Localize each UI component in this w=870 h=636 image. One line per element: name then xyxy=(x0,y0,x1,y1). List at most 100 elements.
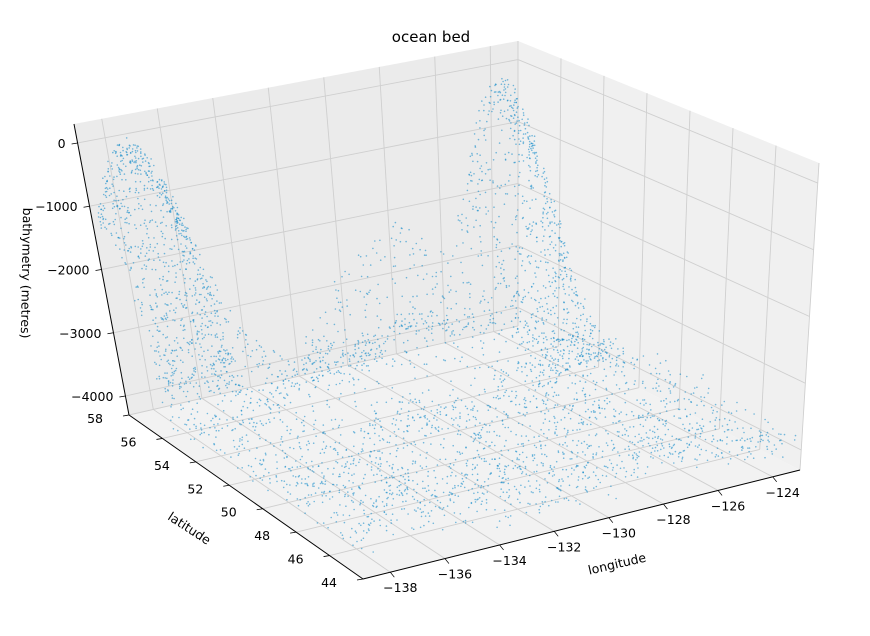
scatter-point xyxy=(475,434,477,436)
scatter-point xyxy=(390,519,392,521)
scatter-point xyxy=(306,482,308,485)
scatter-point xyxy=(460,261,462,264)
scatter-point xyxy=(513,91,516,94)
scatter-point xyxy=(562,352,565,355)
scatter-point xyxy=(362,264,365,266)
scatter-point xyxy=(611,357,614,360)
scatter-point xyxy=(615,364,617,367)
scatter-point xyxy=(125,217,128,219)
scatter-point xyxy=(618,388,621,390)
scatter-point xyxy=(361,341,364,344)
scatter-point xyxy=(107,160,109,163)
scatter-point xyxy=(515,98,518,100)
scatter-point xyxy=(225,352,227,355)
scatter-point xyxy=(511,106,513,109)
scatter-point xyxy=(555,394,558,397)
scatter-point xyxy=(304,482,307,485)
scatter-point xyxy=(148,258,150,260)
scatter-point xyxy=(371,518,373,520)
scatter-point xyxy=(450,289,452,291)
scatter-point xyxy=(524,127,527,130)
scatter-point xyxy=(574,322,576,325)
scatter-point xyxy=(520,443,523,445)
scatter-point xyxy=(539,260,542,263)
scatter-point xyxy=(210,294,213,297)
scatter-point xyxy=(194,289,197,291)
scatter-point xyxy=(129,190,131,193)
scatter-point xyxy=(766,448,769,451)
scatter-point xyxy=(543,432,545,435)
scatter-point xyxy=(456,433,459,435)
scatter-point xyxy=(313,361,316,364)
scatter-point xyxy=(171,385,174,387)
scatter-point xyxy=(379,259,382,262)
scatter-point xyxy=(416,295,418,297)
scatter-point xyxy=(514,195,517,197)
scatter-point xyxy=(642,399,644,401)
grid-side-z xyxy=(517,183,810,317)
scatter-point xyxy=(386,338,389,340)
scatter-point xyxy=(517,317,520,319)
x-tick-mark xyxy=(772,476,777,483)
scatter-point xyxy=(609,344,611,347)
scatter-point xyxy=(507,464,510,467)
scatter-point xyxy=(569,458,571,460)
scatter-point xyxy=(239,327,241,329)
scatter-point xyxy=(411,247,414,250)
scatter-point xyxy=(442,446,445,449)
scatter-point xyxy=(528,154,530,156)
scatter-point xyxy=(336,451,339,454)
scatter-point xyxy=(506,79,509,81)
grid-side-z xyxy=(517,59,818,184)
scatter-point xyxy=(136,164,139,167)
scatter-point xyxy=(534,151,536,154)
scatter-point xyxy=(407,475,410,478)
scatter-point xyxy=(638,414,640,417)
scatter-point xyxy=(507,99,509,102)
scatter-point xyxy=(365,354,368,357)
scatter-point xyxy=(700,427,702,429)
scatter-point xyxy=(529,157,531,160)
scatter-point xyxy=(186,295,188,297)
scatter-point xyxy=(199,273,201,276)
scatter-point xyxy=(554,366,557,369)
scatter-point xyxy=(225,384,227,387)
scatter-point xyxy=(450,275,452,278)
scatter-point xyxy=(508,247,511,250)
scatter-point xyxy=(431,325,434,328)
scatter-point xyxy=(154,361,156,364)
scatter-point xyxy=(483,423,486,426)
scatter-point xyxy=(217,375,219,378)
scatter-point xyxy=(153,164,155,167)
scatter-point xyxy=(222,357,225,360)
scatter-point xyxy=(370,460,373,463)
scatter-point xyxy=(400,363,403,366)
scatter-point xyxy=(208,320,210,323)
scatter-point xyxy=(483,109,485,112)
scatter-point xyxy=(546,399,549,401)
scatter-point xyxy=(267,400,269,403)
scatter-point xyxy=(690,393,692,395)
scatter-point xyxy=(139,180,142,183)
scatter-point xyxy=(610,347,613,350)
scatter-point xyxy=(203,431,205,434)
scatter-point xyxy=(305,462,308,464)
scatter-point xyxy=(544,202,547,205)
scatter-point xyxy=(239,332,241,334)
scatter-point xyxy=(198,396,201,398)
scatter-point xyxy=(148,329,151,332)
scatter-point xyxy=(381,429,384,431)
scatter-point xyxy=(392,463,394,466)
scatter-point xyxy=(507,360,509,362)
scatter-point xyxy=(665,359,667,362)
scatter-point xyxy=(683,449,686,452)
scatter-point xyxy=(443,297,446,300)
scatter-point xyxy=(180,371,183,374)
scatter-point xyxy=(346,305,349,307)
scatter-point xyxy=(127,250,130,252)
scatter-point xyxy=(427,325,430,328)
scatter-point xyxy=(455,399,457,402)
scatter-point xyxy=(163,292,165,295)
scatter-point xyxy=(245,434,248,436)
scatter-point xyxy=(403,508,406,510)
